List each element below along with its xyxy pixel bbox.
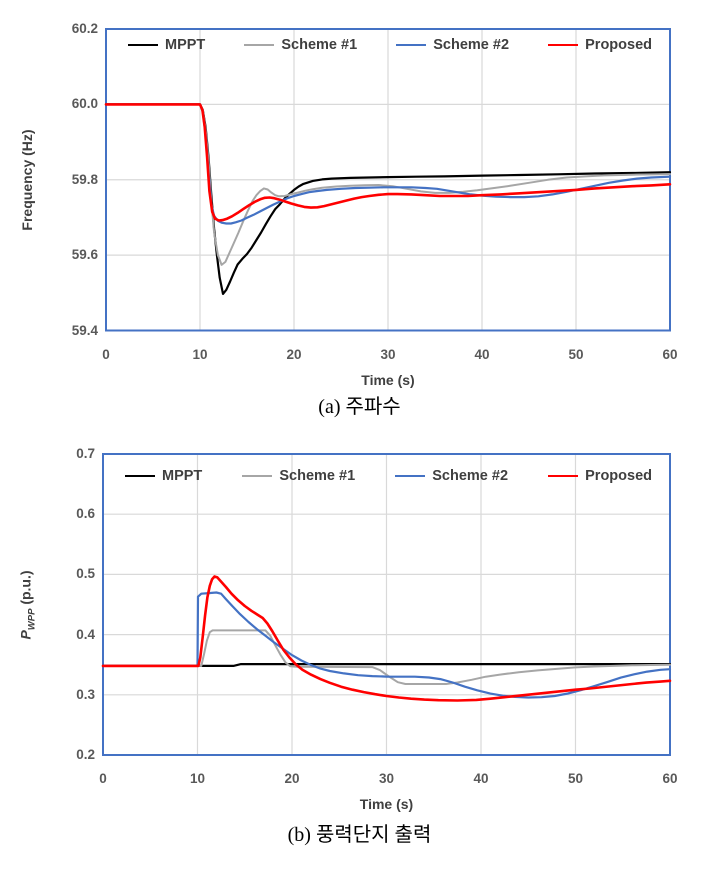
y-tick-label: 0.3 (76, 686, 95, 702)
legend-item-scheme-1: Scheme #1 (244, 37, 357, 53)
legend-swatch-scheme-1 (244, 44, 275, 46)
y-tick-label: 59.6 (71, 247, 98, 263)
y-tick-label: 60.0 (71, 96, 98, 112)
x-tick-label: 0 (99, 771, 107, 786)
y-tick-label: 0.5 (76, 566, 95, 582)
x-tick-label: 20 (284, 771, 300, 786)
legend-label-scheme-1: Scheme #1 (281, 37, 358, 53)
y-tick-label: 59.8 (71, 171, 98, 187)
x-tick-label: 0 (102, 346, 110, 362)
legend-label-mppt: MPPT (162, 468, 203, 484)
legend-item-mppt: MPPT (125, 468, 202, 484)
x-tick-label: 60 (662, 771, 678, 786)
legend-item-mppt: MPPT (128, 37, 205, 53)
series-line-scheme-1 (105, 103, 671, 266)
plot-border (102, 453, 671, 756)
y-tick-label: 59.4 (71, 322, 98, 338)
y-tick-label: 0.2 (76, 747, 95, 762)
x-tick-label: 10 (189, 771, 206, 786)
y-axis-title: PWPP (p.u.) (17, 569, 37, 640)
series-line-proposed (101, 575, 672, 702)
legend-swatch-scheme-2 (395, 475, 426, 477)
legend-swatch-proposed (548, 475, 579, 477)
x-tick-label: 30 (380, 346, 396, 362)
legend-item-proposed: Proposed (548, 37, 652, 53)
plot-border (105, 28, 671, 332)
x-tick-label: 40 (473, 771, 489, 786)
y-tick-label: 0.6 (76, 506, 95, 522)
x-tick-label: 30 (378, 771, 395, 786)
series-line-scheme-2 (104, 103, 672, 225)
legend-swatch-scheme-1 (242, 475, 273, 477)
x-tick-label: 20 (286, 346, 302, 362)
legend-label-proposed: Proposed (585, 37, 652, 53)
y-tick-label: 0.4 (76, 626, 95, 642)
series-line-scheme-2 (101, 591, 672, 699)
legend-swatch-mppt (125, 475, 155, 477)
legend-label-mppt: MPPT (165, 37, 206, 53)
legend-label-scheme-2: Scheme #2 (432, 468, 509, 484)
legend-label-scheme-2: Scheme #2 (433, 37, 510, 53)
caption-a: (a) 주파수 (318, 396, 401, 418)
y-tick-label: 0.7 (76, 446, 95, 461)
y-tick-label: 60.2 (71, 21, 98, 36)
legend-item-scheme-1: Scheme #1 (242, 468, 355, 484)
x-tick-label: 10 (192, 346, 208, 362)
legend-item-scheme-2: Scheme #2 (396, 37, 509, 53)
series-line-proposed (104, 103, 672, 222)
legend-label-scheme-1: Scheme #1 (279, 468, 356, 484)
x-axis-title: Time (s) (359, 796, 414, 812)
series-line-scheme-1 (102, 629, 671, 685)
legend-swatch-scheme-2 (396, 44, 427, 46)
legend: MPPT Scheme #1 Scheme #2 Proposed (128, 36, 652, 54)
legend-item-scheme-2: Scheme #2 (395, 468, 508, 484)
legend-label-proposed: Proposed (585, 468, 652, 484)
x-tick-label: 50 (567, 771, 584, 786)
legend-item-proposed: Proposed (548, 468, 652, 484)
caption-b: (b) 풍력단지 출력 (287, 824, 432, 846)
x-tick-label: 60 (662, 346, 678, 362)
x-axis-title: Time (s) (361, 371, 415, 388)
legend-swatch-proposed (548, 44, 579, 46)
x-tick-label: 40 (474, 346, 490, 362)
legend-swatch-mppt (128, 44, 158, 46)
x-tick-label: 50 (568, 346, 584, 362)
legend: MPPT Scheme #1 Scheme #2 Proposed (125, 467, 652, 485)
